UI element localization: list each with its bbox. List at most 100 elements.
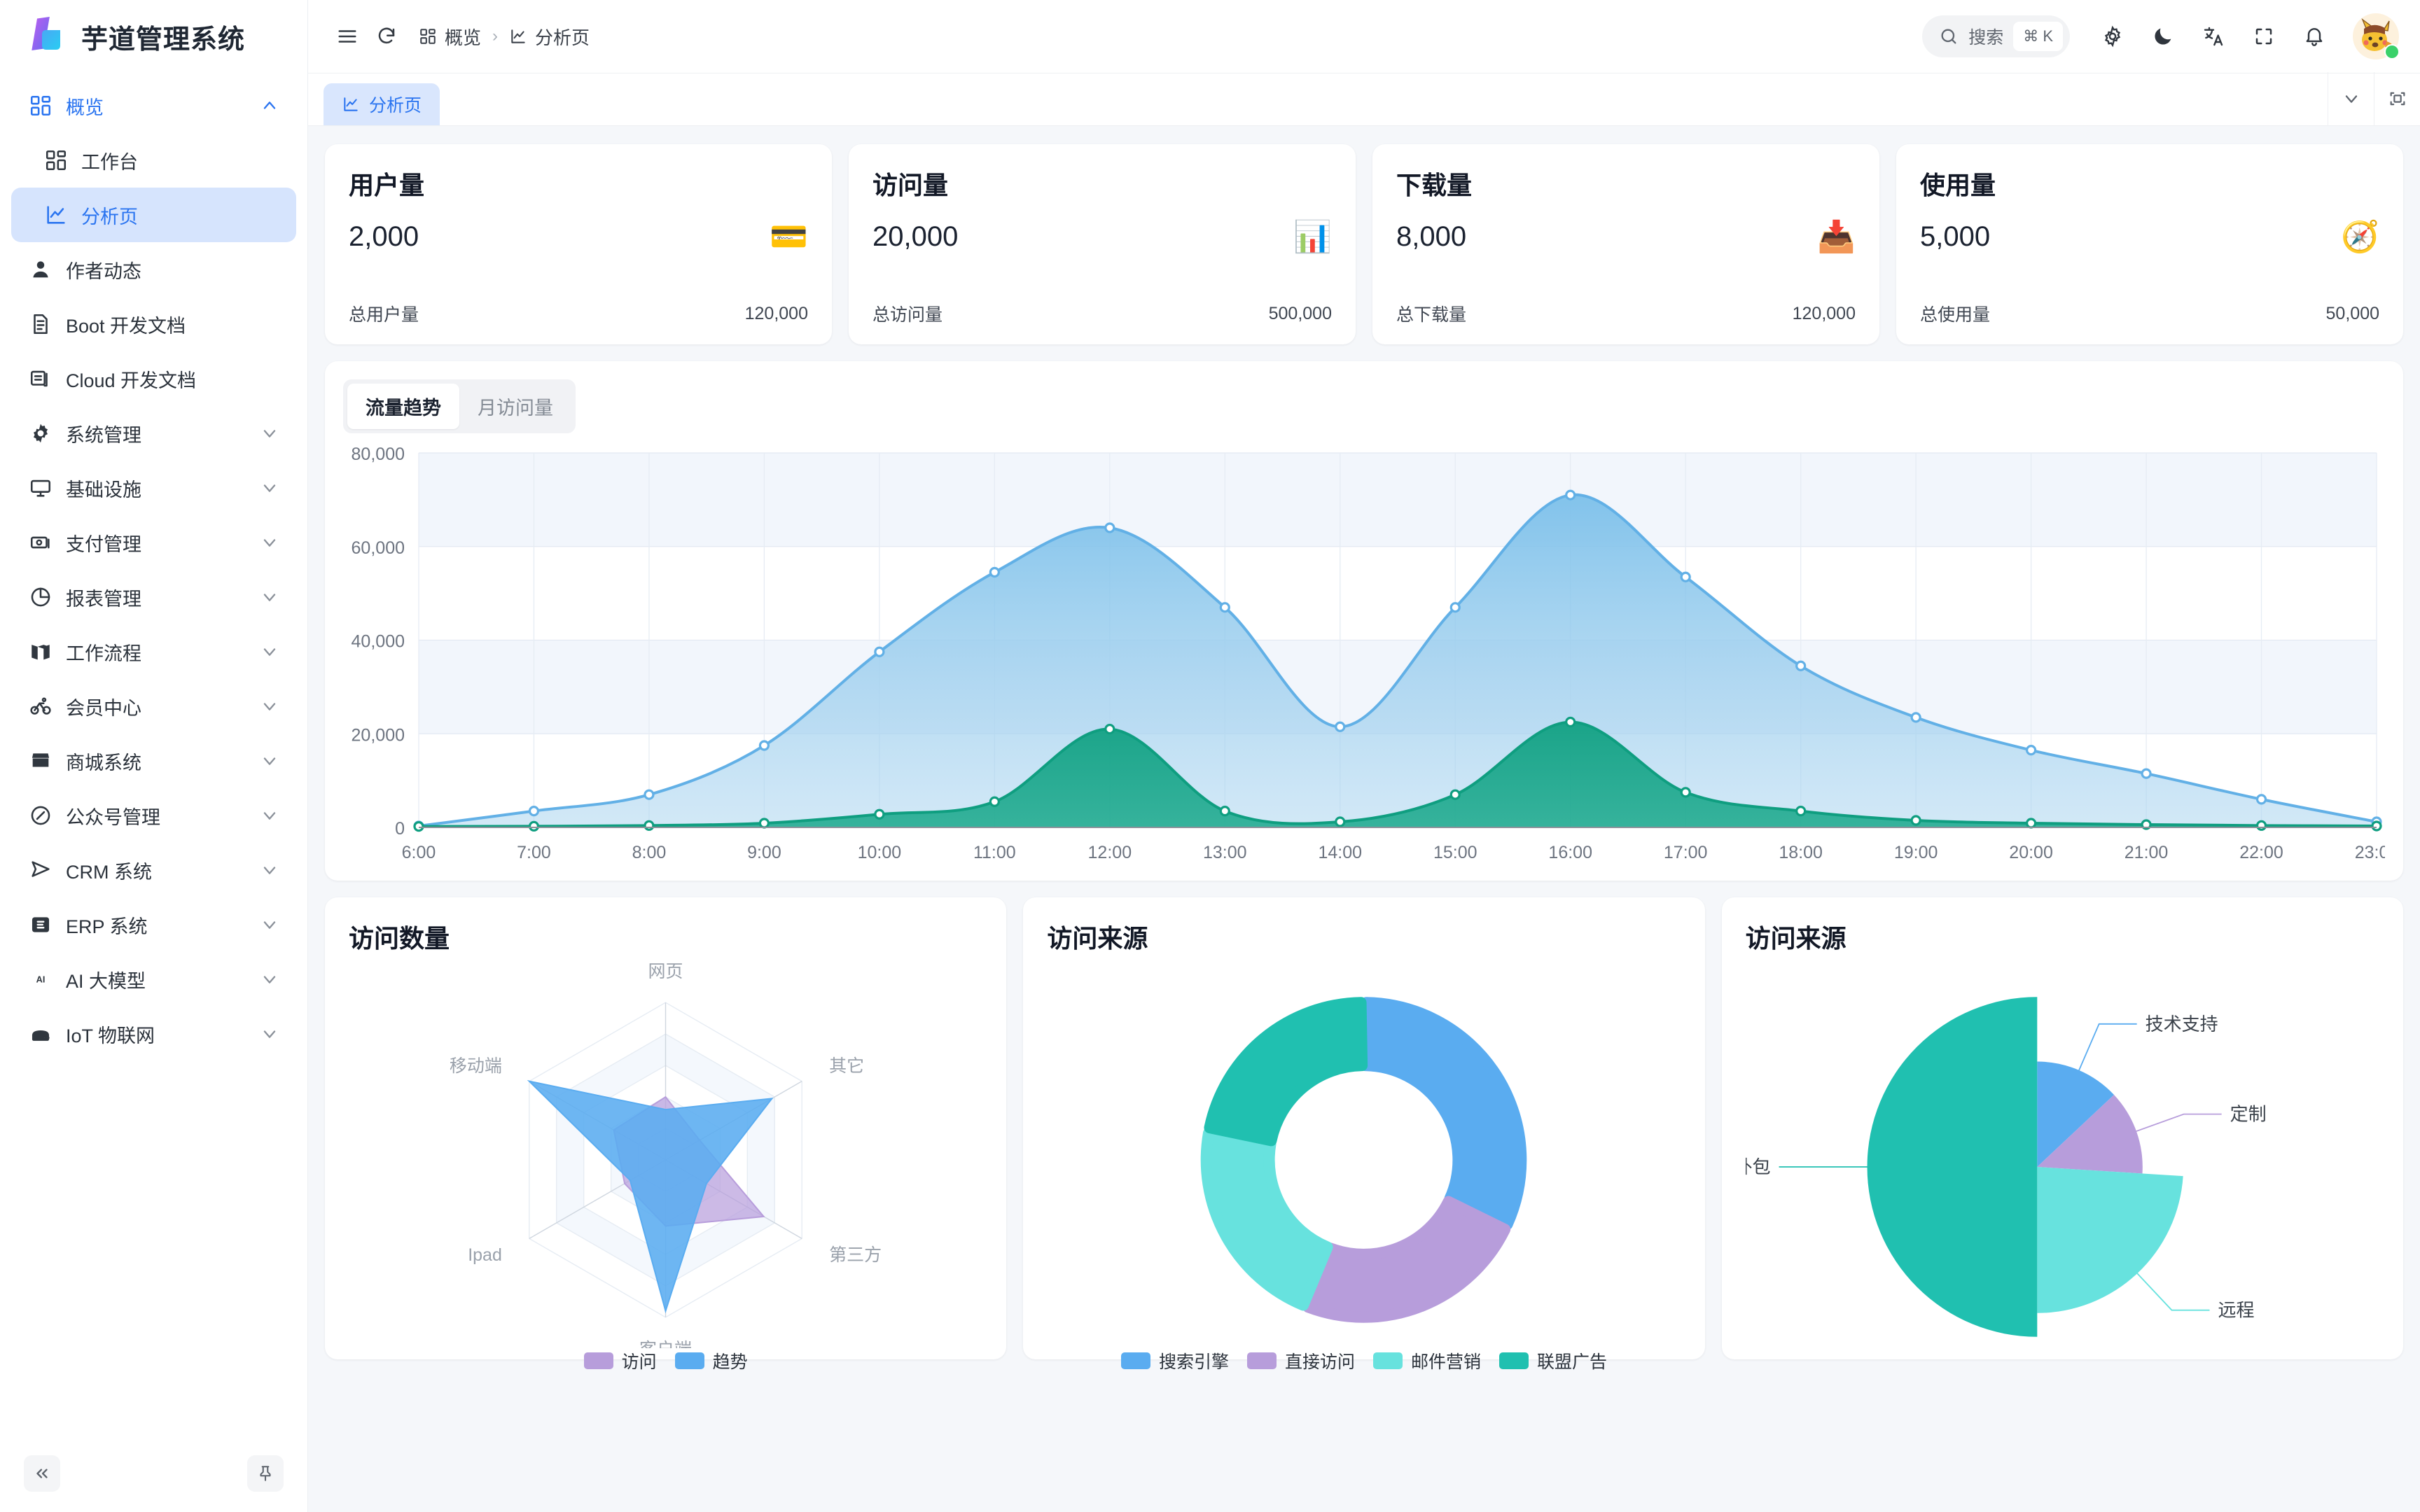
sidebar-item-16[interactable]: AI AI 大模型 bbox=[11, 952, 296, 1007]
refresh-icon[interactable] bbox=[367, 17, 406, 56]
shop-icon bbox=[27, 749, 55, 773]
traffic-trend-chart[interactable]: 0 20,000 40,000 60,000 80,000 6:00 7:00 8:00 9:0… bbox=[343, 443, 2385, 871]
chevron-down-icon[interactable] bbox=[260, 478, 279, 498]
legend-item-3[interactable]: 联盟广告 bbox=[1499, 1348, 1607, 1373]
svg-text:23:00: 23:00 bbox=[2355, 843, 2385, 862]
sidebar-item-6[interactable]: 系统管理 bbox=[11, 406, 296, 461]
sidebar-item-12[interactable]: 商城系统 bbox=[11, 734, 296, 788]
svg-text:AI: AI bbox=[36, 974, 46, 984]
legend-item-2[interactable]: 邮件营销 bbox=[1372, 1348, 1481, 1373]
breadcrumb-item-overview[interactable]: 概览 bbox=[419, 24, 481, 50]
svg-text:第三方: 第三方 bbox=[829, 1245, 882, 1265]
visit-count-card: 访问数量 网页其它第三方客户端 Ipad 移动端 访问 趋势 bbox=[325, 897, 1007, 1372]
ai-icon: AI bbox=[27, 967, 55, 991]
translate-icon[interactable] bbox=[2190, 13, 2237, 59]
legend-swatch bbox=[1246, 1352, 1277, 1369]
sidebar-item-1[interactable]: 工作台 bbox=[11, 133, 296, 188]
svg-text:14:00: 14:00 bbox=[1318, 843, 1362, 862]
stat-value: 20,000 bbox=[872, 221, 959, 252]
collapse-sidebar-button[interactable] bbox=[24, 1455, 60, 1492]
breadcrumb-label: 分析页 bbox=[535, 27, 590, 48]
sidebar-item-9[interactable]: 报表管理 bbox=[11, 570, 296, 624]
sidebar-item-17[interactable]: IoT 物联网 bbox=[11, 1007, 296, 1061]
legend-label: 趋势 bbox=[712, 1352, 748, 1372]
chevron-up-icon[interactable] bbox=[260, 96, 279, 115]
pin-icon[interactable] bbox=[247, 1455, 284, 1492]
svg-text:7:00: 7:00 bbox=[517, 843, 551, 862]
stat-footer: 总使用量 50,000 bbox=[1920, 301, 2379, 326]
card-title: 访问来源 bbox=[1745, 924, 1847, 953]
svg-text:13:00: 13:00 bbox=[1203, 843, 1247, 862]
legend-swatch bbox=[1499, 1352, 1529, 1369]
chevron-down-icon[interactable] bbox=[260, 915, 279, 934]
stat-foot-value: 120,000 bbox=[744, 303, 808, 323]
tabbar-actions bbox=[2328, 72, 2420, 125]
sidebar-item-4[interactable]: Boot 开发文档 bbox=[11, 297, 296, 351]
topbar-actions: 搜索 ⌘ K bbox=[1922, 13, 2400, 59]
svg-text:15:00: 15:00 bbox=[1433, 843, 1477, 862]
sidebar-item-13[interactable]: 公众号管理 bbox=[11, 788, 296, 843]
chevron-down-icon[interactable] bbox=[260, 696, 279, 716]
svg-text:10:00: 10:00 bbox=[858, 843, 902, 862]
legend-item-1[interactable]: 直接访问 bbox=[1246, 1348, 1355, 1373]
sidebar-item-14[interactable]: CRM 系统 bbox=[11, 843, 296, 897]
radar-chart[interactable]: 网页其它第三方客户端 Ipad 移动端 bbox=[349, 955, 982, 1348]
sidebar-item-10[interactable]: 工作流程 bbox=[11, 624, 296, 679]
sidebar-item-label: 公众号管理 bbox=[66, 806, 160, 828]
chevron-down-icon[interactable] bbox=[260, 860, 279, 880]
legend-swatch bbox=[1120, 1352, 1150, 1369]
chevron-down-icon[interactable] bbox=[260, 969, 279, 989]
search-input[interactable]: 搜索 ⌘ K bbox=[1922, 15, 2070, 57]
chevron-down-icon[interactable] bbox=[260, 751, 279, 771]
hamburger-icon[interactable] bbox=[328, 17, 367, 56]
expand-icon[interactable] bbox=[2241, 13, 2287, 59]
breadcrumb-item-analysis[interactable]: 分析页 bbox=[509, 24, 590, 50]
chevron-down-icon[interactable] bbox=[260, 533, 279, 552]
chevron-down-icon[interactable] bbox=[260, 806, 279, 825]
sidebar-item-11[interactable]: 会员中心 bbox=[11, 679, 296, 734]
sidebar-item-5[interactable]: Cloud 开发文档 bbox=[11, 351, 296, 406]
svg-text:20:00: 20:00 bbox=[2009, 843, 2053, 862]
chevron-down-icon[interactable] bbox=[260, 1024, 279, 1044]
piechart-icon bbox=[27, 585, 55, 609]
gear-icon[interactable] bbox=[2089, 13, 2136, 59]
brand-title: 芋道管理系统 bbox=[81, 24, 246, 55]
stat-footer: 总用户量 120,000 bbox=[349, 301, 808, 326]
svg-text:移动端: 移动端 bbox=[450, 1056, 502, 1076]
sidebar-item-2[interactable]: 分析页 bbox=[11, 188, 296, 242]
tab-analysis[interactable]: 分析页 bbox=[324, 83, 440, 125]
sidebar-item-8[interactable]: 支付管理 bbox=[11, 515, 296, 570]
search-shortcut: ⌘ K bbox=[2013, 22, 2063, 51]
sidebar-menu: 概览 工作台 分析页 作者动态 Boot 开发文档 Cloud 开发文档 系统管理 基础设施支… bbox=[0, 73, 307, 1435]
chart-icon bbox=[342, 95, 360, 113]
sidebar: 芋道管理系统 概览 工作台 分析页 作者动态 Boot 开发文档 Cloud 开发文档 系统… bbox=[0, 0, 308, 1512]
stat-card-0: 用户量 2,000 💳 总用户量 120,000 bbox=[325, 144, 832, 344]
sidebar-item-15[interactable]: ERP 系统 bbox=[11, 897, 296, 952]
chevron-down-icon[interactable] bbox=[260, 642, 279, 662]
chevron-down-icon[interactable] bbox=[2328, 72, 2374, 125]
compass-icon bbox=[27, 804, 55, 827]
moon-icon[interactable] bbox=[2140, 13, 2186, 59]
maximize-icon[interactable] bbox=[2374, 72, 2420, 125]
legend-item-0[interactable]: 访问 bbox=[583, 1348, 657, 1373]
donut-chart[interactable] bbox=[1047, 955, 1681, 1348]
legend-item-1[interactable]: 趋势 bbox=[674, 1348, 748, 1373]
sidebar-item-7[interactable]: 基础设施 bbox=[11, 461, 296, 515]
trend-tab-flow[interactable]: 流量趋势 bbox=[347, 384, 459, 429]
svg-text:40,000: 40,000 bbox=[352, 632, 405, 652]
chevron-down-icon[interactable] bbox=[260, 587, 279, 607]
brand[interactable]: 芋道管理系统 bbox=[0, 0, 307, 73]
online-status-dot bbox=[2384, 44, 2400, 59]
trend-tab-monthly[interactable]: 月访问量 bbox=[478, 398, 553, 419]
bell-icon[interactable] bbox=[2291, 13, 2337, 59]
sidebar-footer bbox=[0, 1435, 307, 1512]
sidebar-item-label: ERP 系统 bbox=[66, 916, 148, 937]
legend-item-0[interactable]: 搜索引擎 bbox=[1120, 1348, 1229, 1373]
legend-swatch bbox=[1372, 1352, 1403, 1369]
avatar[interactable] bbox=[2353, 13, 2400, 59]
chevron-down-icon[interactable] bbox=[260, 424, 279, 443]
sidebar-item-3[interactable]: 作者动态 bbox=[11, 242, 296, 297]
sidebar-item-0[interactable]: 概览 bbox=[11, 78, 296, 133]
